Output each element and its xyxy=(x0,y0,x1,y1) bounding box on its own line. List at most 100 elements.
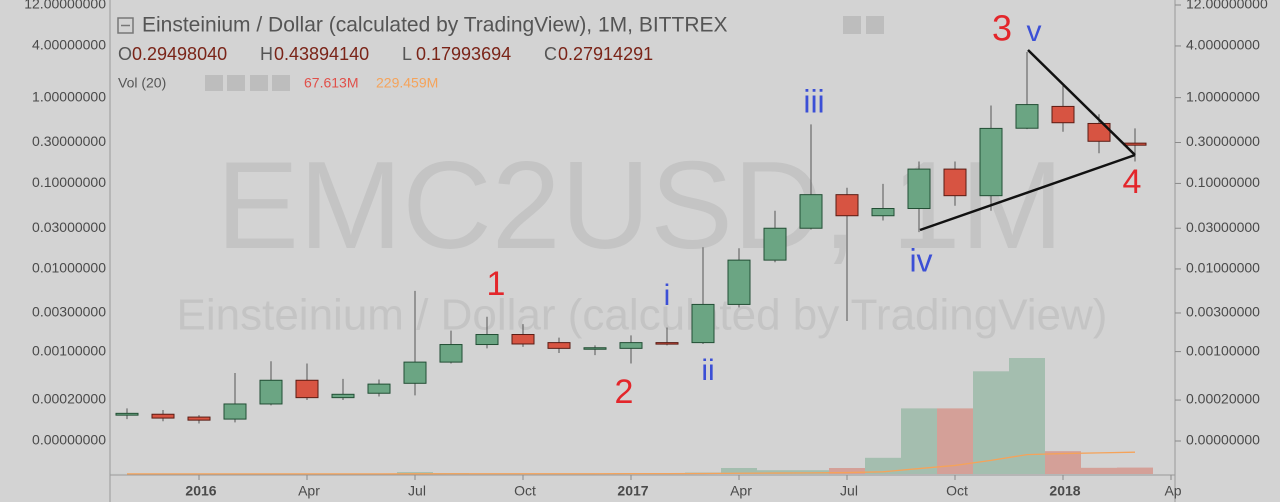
x-tick-label: Apr xyxy=(730,483,752,499)
watermark-symbol: EMC2USD, 1M xyxy=(216,137,1063,275)
wave-label: 4 xyxy=(1123,163,1142,201)
add-icon[interactable] xyxy=(250,75,268,91)
candle-body xyxy=(1087,122,1111,142)
trend-line xyxy=(1027,49,1136,156)
candle-body xyxy=(763,227,787,261)
volume-pane xyxy=(109,358,1153,475)
y-tick-label: 0.30000000 xyxy=(1186,133,1260,149)
candle-body xyxy=(619,342,643,349)
volume-bar xyxy=(829,468,865,474)
volume-value: 67.613M xyxy=(304,75,358,91)
ohlc-value: 0.17993694 xyxy=(416,44,511,64)
wave-label: iii xyxy=(803,83,824,119)
y-tick-label: 0.00100000 xyxy=(1186,342,1260,358)
ohlc-value: 0.29498040 xyxy=(132,44,227,64)
candle-body xyxy=(331,393,355,399)
candle-body xyxy=(295,379,319,399)
trend-line xyxy=(919,153,1136,232)
wave-label: iv xyxy=(909,242,932,278)
volume-bar xyxy=(1081,467,1117,474)
y-tick-label: 0.00000000 xyxy=(1186,432,1260,448)
candle-body xyxy=(223,403,247,420)
y-tick-label: 12.00000000 xyxy=(24,0,106,12)
volume-legend: Vol (20) xyxy=(118,75,166,91)
watermark-name: Einsteinium / Dollar (calculated by Trad… xyxy=(177,291,1108,340)
eye-icon[interactable] xyxy=(205,75,223,91)
candle-body xyxy=(655,342,679,345)
y-tick-label: 0.00300000 xyxy=(1186,304,1260,320)
y-tick-label: 0.00000000 xyxy=(32,432,106,448)
volume-bar xyxy=(757,470,793,474)
settings-icon[interactable] xyxy=(227,75,245,91)
wave-label: 2 xyxy=(615,373,634,411)
x-tick-label: 2016 xyxy=(185,483,216,499)
x-tick-label: Oct xyxy=(946,483,968,499)
volume-bar xyxy=(937,408,973,474)
chart-title: Einsteinium / Dollar (calculated by Trad… xyxy=(142,14,728,37)
ohlc-name: L xyxy=(402,44,412,64)
candle-body xyxy=(727,259,751,305)
volume-bar xyxy=(1117,467,1153,474)
y-tick-label: 1.00000000 xyxy=(1186,88,1260,104)
y-tick-label: 0.00100000 xyxy=(32,342,106,358)
candle-body xyxy=(403,361,427,384)
y-tick-label: 0.00020000 xyxy=(1186,391,1260,407)
eye-icon[interactable] xyxy=(843,16,861,34)
x-tick-label: 2018 xyxy=(1049,483,1080,499)
wave-label: 1 xyxy=(487,265,506,303)
candle-body xyxy=(979,127,1003,197)
volume-bar xyxy=(901,408,937,474)
candle-body xyxy=(943,168,967,197)
x-tick-label: Jul xyxy=(408,483,426,499)
x-tick-label: Apr xyxy=(298,483,320,499)
y-tick-label: 0.00020000 xyxy=(32,391,106,407)
volume-bar xyxy=(721,468,757,474)
remove-icon[interactable] xyxy=(272,75,290,91)
candle-body xyxy=(1015,104,1039,129)
collapse-icon[interactable] xyxy=(117,17,134,34)
candle-body xyxy=(871,208,895,217)
header: Einsteinium / Dollar (calculated by Trad… xyxy=(117,14,884,91)
candle-body xyxy=(583,347,607,350)
y-tick-label: 0.01000000 xyxy=(1186,260,1260,276)
y-tick-label: 0.00300000 xyxy=(32,304,106,320)
volume-bar xyxy=(397,472,433,474)
candle-body xyxy=(691,303,715,344)
candle-body xyxy=(151,413,175,419)
ohlc-name: H xyxy=(260,44,273,64)
wave-label: ii xyxy=(701,354,714,387)
x-tick-label: 2017 xyxy=(617,483,648,499)
x-tick-label: Jul xyxy=(840,483,858,499)
candle-body xyxy=(259,379,283,405)
candle-body xyxy=(475,334,499,346)
y-tick-label: 0.03000000 xyxy=(1186,219,1260,235)
y-tick-label: 1.00000000 xyxy=(32,88,106,104)
candle-body xyxy=(835,194,859,217)
wave-label: i xyxy=(664,279,671,312)
volume-bar xyxy=(865,457,901,474)
candle-body xyxy=(547,342,571,349)
x-tick-label: Oct xyxy=(514,483,536,499)
settings-icon[interactable] xyxy=(866,16,884,34)
candle-body xyxy=(1051,105,1075,124)
y-tick-label: 4.00000000 xyxy=(1186,37,1260,53)
ohlc-value: 0.27914291 xyxy=(558,44,653,64)
ohlc-value: 0.43894140 xyxy=(274,44,369,64)
ohlc-name: O xyxy=(118,44,132,64)
wave-label: 3 xyxy=(992,8,1012,49)
candle-body xyxy=(907,168,931,210)
y-tick-label: 0.30000000 xyxy=(32,133,106,149)
candle-body xyxy=(439,344,463,363)
candle-body xyxy=(511,334,535,345)
candle-body xyxy=(115,412,139,416)
candle-body xyxy=(367,383,391,394)
ohlc-name: C xyxy=(544,44,557,64)
candle-body xyxy=(187,416,211,421)
wave-label: v xyxy=(1027,15,1042,48)
candle-body xyxy=(1123,142,1147,146)
y-tick-label: 0.01000000 xyxy=(32,260,106,276)
volume-ma-value: 229.459M xyxy=(376,75,438,91)
y-tick-label: 0.03000000 xyxy=(32,219,106,235)
